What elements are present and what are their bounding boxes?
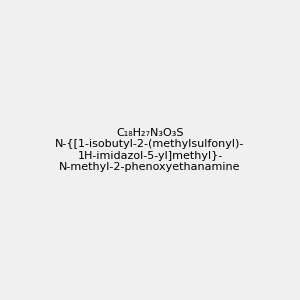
Text: C₁₈H₂₇N₃O₃S
N-{[1-isobutyl-2-(methylsulfonyl)-
1H-imidazol-5-yl]methyl}-
N-methy: C₁₈H₂₇N₃O₃S N-{[1-isobutyl-2-(methylsulf… <box>55 128 245 172</box>
